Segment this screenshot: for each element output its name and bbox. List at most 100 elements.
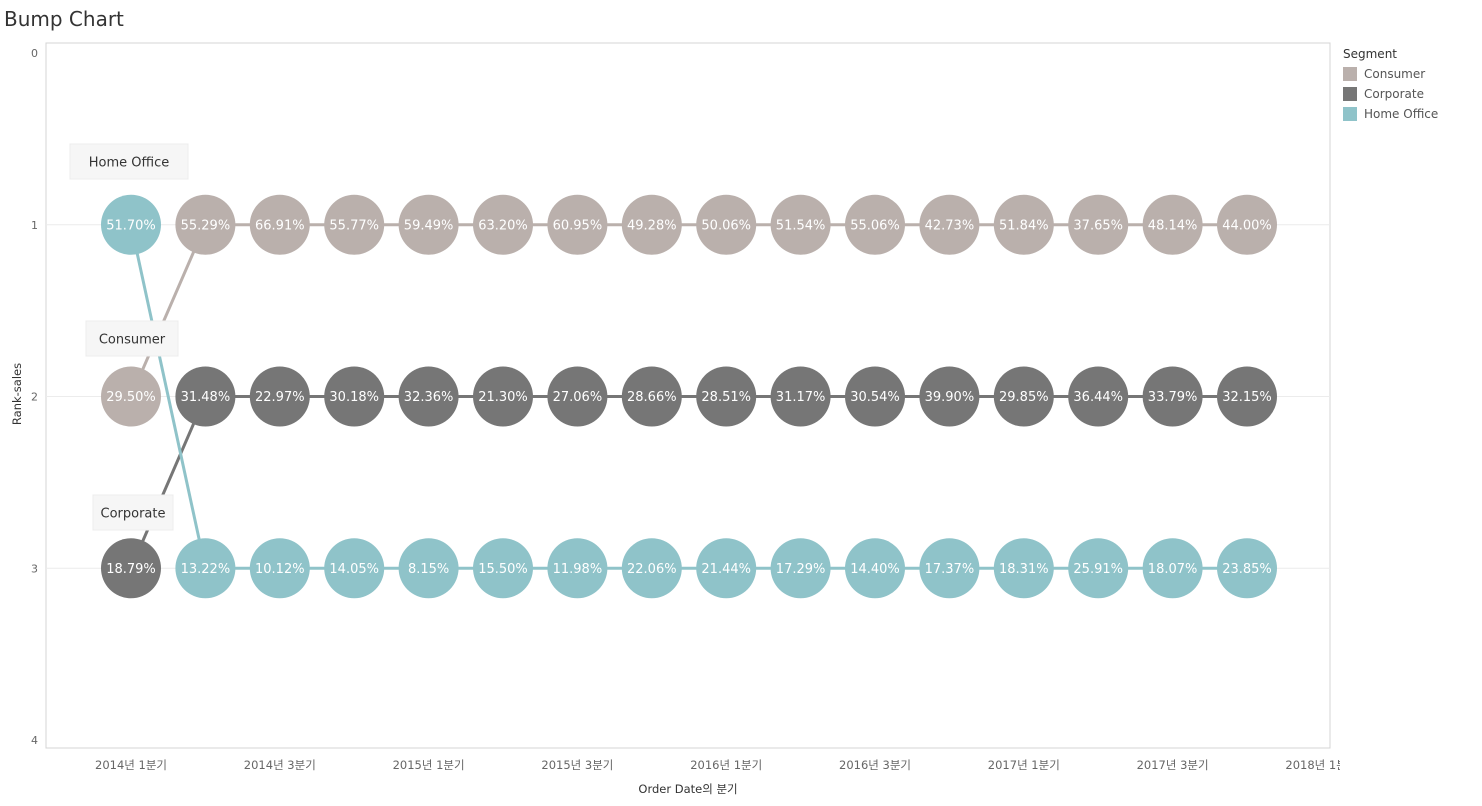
page-title: Bump Chart: [4, 7, 124, 31]
data-point-consumer: [621, 194, 682, 255]
data-label-consumer: 66.91%: [255, 218, 305, 233]
data-label-corporate: 22.97%: [255, 390, 305, 405]
bump-chart: 0 1 2 3 4 2014년 1분기 2014년 3분기 2015년 1분기 2015년 3분…: [10, 42, 1340, 796]
data-point-home-office: [770, 538, 831, 599]
annotation-box: [92, 494, 174, 531]
data-point-corporate: [919, 366, 980, 427]
data-label-consumer: 59.49%: [404, 218, 454, 233]
legend-label: Home Office: [1364, 107, 1439, 121]
legend-label: Consumer: [1364, 67, 1426, 81]
x-tick-label: 2017년 1분기: [988, 758, 1060, 772]
data-point-consumer: [1068, 194, 1129, 255]
data-label-consumer: 29.50%: [106, 390, 156, 405]
x-tick-label: 2017년 3분기: [1137, 758, 1209, 772]
data-label-home-office: 22.06%: [627, 562, 677, 577]
data-point-corporate: [993, 366, 1054, 427]
x-tick-label: 2015년 1분기: [393, 758, 465, 772]
data-point-consumer: [696, 194, 757, 255]
data-point-consumer: [1142, 194, 1203, 255]
y-tick-label: 3: [31, 562, 38, 575]
legend-item-consumer[interactable]: Consumer: [1343, 64, 1438, 84]
data-point-corporate: [101, 538, 161, 599]
y-tick-label: 0: [31, 47, 38, 60]
data-point-corporate: [324, 366, 385, 427]
data-label-consumer: 55.06%: [850, 218, 900, 233]
data-label-home-office: 18.07%: [1148, 562, 1198, 577]
data-point-home-office: [845, 538, 905, 599]
data-point-corporate: [621, 366, 682, 427]
data-point-home-office: [101, 194, 161, 255]
y-axis-title: Rank-sales: [10, 363, 24, 425]
data-label-consumer: 49.28%: [627, 218, 677, 233]
data-label-corporate: 32.15%: [1222, 390, 1272, 405]
data-label-home-office: 17.37%: [925, 562, 975, 577]
x-tick-label: 2016년 3분기: [839, 758, 911, 772]
data-label-home-office: 8.15%: [408, 562, 449, 577]
legend-swatch-corporate: [1343, 87, 1357, 101]
data-point-corporate: [1142, 366, 1203, 427]
y-tick-label: 4: [31, 734, 38, 747]
x-tick-label: 2015년 3분기: [541, 758, 613, 772]
data-label-home-office: 21.44%: [701, 562, 751, 577]
data-label-home-office: 14.40%: [850, 562, 900, 577]
data-point-corporate: [547, 366, 608, 427]
data-label-consumer: 60.95%: [553, 218, 603, 233]
data-point-consumer: [101, 366, 161, 427]
data-point-home-office: [324, 538, 385, 599]
data-point-home-office: [249, 538, 310, 599]
annotation-label: Home Office: [89, 156, 169, 171]
legend-swatch-home-office: [1343, 107, 1357, 121]
data-label-consumer: 37.65%: [1073, 218, 1123, 233]
data-label-consumer: 51.54%: [776, 218, 826, 233]
data-label-consumer: 51.84%: [999, 218, 1049, 233]
data-point-home-office: [398, 538, 459, 599]
data-label-corporate: 18.79%: [106, 562, 156, 577]
x-tick-label: 2014년 1분기: [95, 758, 167, 772]
data-label-home-office: 23.85%: [1222, 562, 1272, 577]
data-label-home-office: 14.05%: [329, 562, 379, 577]
x-tick-label: 2014년 3분기: [244, 758, 316, 772]
data-point-corporate: [249, 366, 310, 427]
data-point-corporate: [770, 366, 831, 427]
data-point-home-office: [547, 538, 608, 599]
data-label-consumer: 50.06%: [701, 218, 751, 233]
data-point-consumer: [324, 194, 385, 255]
data-point-corporate: [1217, 366, 1277, 427]
data-label-corporate: 36.44%: [1073, 390, 1123, 405]
series-line-corporate: [129, 395, 1247, 569]
data-point-consumer: [547, 194, 608, 255]
data-point-consumer: [249, 194, 310, 255]
annotation-box: [85, 320, 179, 357]
y-tick-label: 1: [31, 219, 38, 232]
data-label-corporate: 30.54%: [850, 390, 900, 405]
data-label-consumer: 63.20%: [478, 218, 528, 233]
legend: Segment Consumer Corporate Home Office: [1343, 47, 1438, 124]
data-point-consumer: [1217, 194, 1277, 255]
data-point-consumer: [473, 194, 533, 255]
data-point-consumer: [175, 194, 236, 255]
data-point-consumer: [845, 194, 905, 255]
data-point-consumer: [770, 194, 831, 255]
data-label-home-office: 17.29%: [776, 562, 826, 577]
data-point-home-office: [993, 538, 1054, 599]
legend-item-corporate[interactable]: Corporate: [1343, 84, 1438, 104]
series-line-home-office: [129, 224, 1247, 570]
data-point-home-office: [1142, 538, 1203, 599]
data-point-home-office: [696, 538, 757, 599]
data-point-corporate: [696, 366, 757, 427]
legend-item-home-office[interactable]: Home Office: [1343, 104, 1438, 124]
series-line-consumer: [129, 223, 1247, 398]
data-label-corporate: 31.17%: [776, 390, 826, 405]
data-label-home-office: 13.22%: [181, 562, 231, 577]
data-point-home-office: [621, 538, 682, 599]
legend-label: Corporate: [1364, 87, 1424, 101]
data-label-corporate: 39.90%: [925, 390, 975, 405]
annotation-box: [69, 143, 189, 180]
data-point-consumer: [398, 194, 459, 255]
data-label-home-office: 10.12%: [255, 562, 305, 577]
data-label-consumer: 55.77%: [329, 218, 379, 233]
data-label-corporate: 29.85%: [999, 390, 1049, 405]
x-axis-title: Order Date의 분기: [638, 782, 737, 796]
data-label-corporate: 33.79%: [1148, 390, 1198, 405]
data-point-consumer: [993, 194, 1054, 255]
